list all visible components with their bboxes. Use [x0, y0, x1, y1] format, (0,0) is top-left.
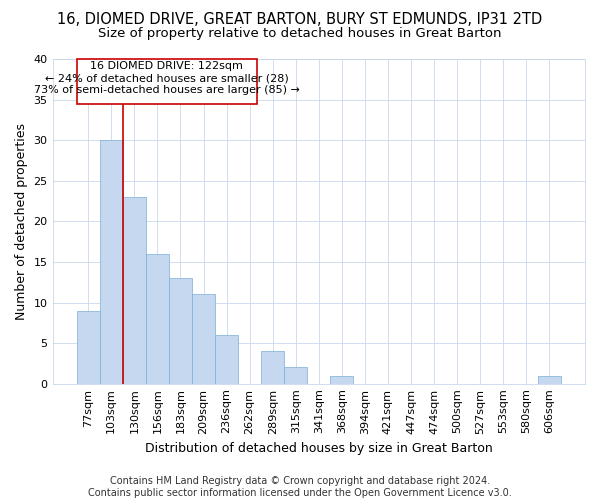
Bar	[330, 376, 353, 384]
Text: 16, DIOMED DRIVE, GREAT BARTON, BURY ST EDMUNDS, IP31 2TD: 16, DIOMED DRIVE, GREAT BARTON, BURY ST …	[58, 12, 542, 28]
FancyBboxPatch shape	[77, 59, 257, 104]
Bar	[192, 294, 215, 384]
Y-axis label: Number of detached properties: Number of detached properties	[15, 123, 28, 320]
Bar	[538, 376, 561, 384]
Bar	[261, 351, 284, 384]
Bar	[77, 310, 100, 384]
Bar	[100, 140, 123, 384]
Bar	[284, 368, 307, 384]
Text: Size of property relative to detached houses in Great Barton: Size of property relative to detached ho…	[98, 28, 502, 40]
Bar	[146, 254, 169, 384]
Bar	[169, 278, 192, 384]
Bar	[215, 335, 238, 384]
Text: Contains HM Land Registry data © Crown copyright and database right 2024.
Contai: Contains HM Land Registry data © Crown c…	[88, 476, 512, 498]
Bar	[123, 197, 146, 384]
X-axis label: Distribution of detached houses by size in Great Barton: Distribution of detached houses by size …	[145, 442, 493, 455]
Text: 16 DIOMED DRIVE: 122sqm
← 24% of detached houses are smaller (28)
73% of semi-de: 16 DIOMED DRIVE: 122sqm ← 24% of detache…	[34, 62, 299, 94]
